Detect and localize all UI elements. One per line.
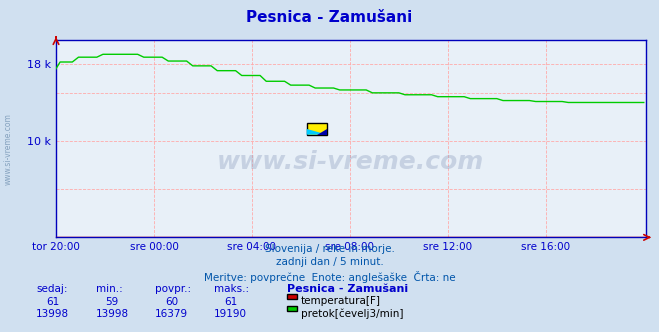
Text: sedaj:: sedaj: xyxy=(36,284,68,294)
Text: Meritve: povprečne  Enote: anglešaške  Črta: ne: Meritve: povprečne Enote: anglešaške Črt… xyxy=(204,271,455,283)
Text: 13998: 13998 xyxy=(96,309,129,319)
Polygon shape xyxy=(317,129,327,135)
Text: www.si-vreme.com: www.si-vreme.com xyxy=(3,114,13,185)
Text: 61: 61 xyxy=(46,297,59,307)
Text: 19190: 19190 xyxy=(214,309,247,319)
Text: zadnji dan / 5 minut.: zadnji dan / 5 minut. xyxy=(275,257,384,267)
Text: Pesnica - Zamušani: Pesnica - Zamušani xyxy=(287,284,408,294)
Polygon shape xyxy=(306,129,327,135)
Text: 61: 61 xyxy=(224,297,237,307)
Text: www.si-vreme.com: www.si-vreme.com xyxy=(217,150,484,174)
Text: maks.:: maks.: xyxy=(214,284,249,294)
FancyBboxPatch shape xyxy=(306,123,327,135)
Text: Pesnica - Zamušani: Pesnica - Zamušani xyxy=(246,10,413,25)
Text: pretok[čevelj3/min]: pretok[čevelj3/min] xyxy=(301,309,404,319)
Text: Slovenija / reke in morje.: Slovenija / reke in morje. xyxy=(264,244,395,254)
Text: 13998: 13998 xyxy=(36,309,69,319)
Text: 60: 60 xyxy=(165,297,178,307)
Text: 59: 59 xyxy=(105,297,119,307)
Text: min.:: min.: xyxy=(96,284,123,294)
Text: povpr.:: povpr.: xyxy=(155,284,191,294)
Text: 16379: 16379 xyxy=(155,309,188,319)
Text: temperatura[F]: temperatura[F] xyxy=(301,296,381,306)
